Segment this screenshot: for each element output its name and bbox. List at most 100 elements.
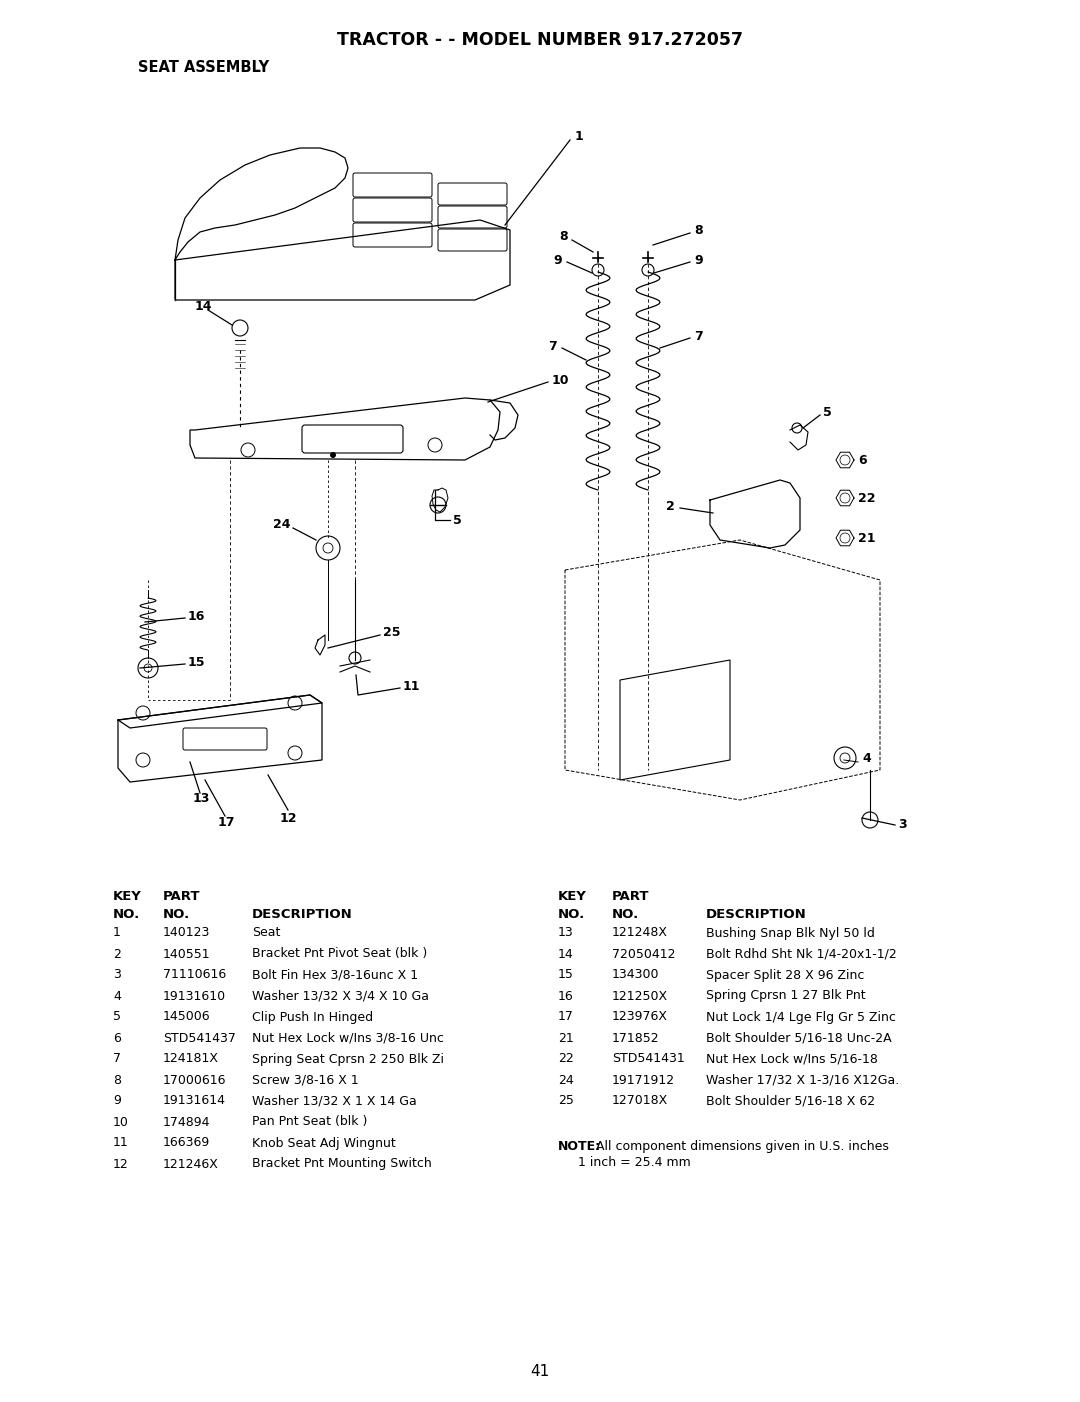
Text: All component dimensions given in U.S. inches: All component dimensions given in U.S. i…: [596, 1140, 889, 1152]
Text: NO.: NO.: [163, 908, 190, 921]
Text: 2: 2: [113, 948, 121, 960]
Text: 22: 22: [858, 492, 876, 505]
Text: 11: 11: [113, 1137, 129, 1150]
Text: Nut Hex Lock w/Ins 5/16-18: Nut Hex Lock w/Ins 5/16-18: [706, 1053, 878, 1066]
Text: STD541431: STD541431: [612, 1053, 685, 1066]
Text: NO.: NO.: [612, 908, 639, 921]
Text: 1: 1: [575, 130, 584, 143]
Text: 9: 9: [694, 254, 703, 266]
Text: 72050412: 72050412: [612, 948, 675, 960]
Text: 2: 2: [666, 499, 675, 513]
Text: 24: 24: [272, 519, 291, 531]
Text: Knob Seat Adj Wingnut: Knob Seat Adj Wingnut: [252, 1137, 395, 1150]
Text: 17000616: 17000616: [163, 1074, 227, 1087]
Text: 134300: 134300: [612, 969, 660, 981]
Text: 7: 7: [694, 329, 703, 342]
Text: 13: 13: [193, 792, 211, 805]
Text: Bolt Shoulder 5/16-18 X 62: Bolt Shoulder 5/16-18 X 62: [706, 1095, 875, 1108]
Text: 25: 25: [383, 627, 401, 639]
Text: 5: 5: [113, 1011, 121, 1023]
Text: 14: 14: [195, 300, 213, 314]
Text: 19131614: 19131614: [163, 1095, 226, 1108]
Text: Nut Hex Lock w/Ins 3/8-16 Unc: Nut Hex Lock w/Ins 3/8-16 Unc: [252, 1032, 444, 1044]
Text: 16: 16: [188, 610, 205, 622]
Text: 5: 5: [453, 513, 462, 527]
Text: 4: 4: [113, 990, 121, 1002]
Text: Bracket Pnt Mounting Switch: Bracket Pnt Mounting Switch: [252, 1158, 432, 1171]
Text: 121250X: 121250X: [612, 990, 669, 1002]
Text: Nut Lock 1/4 Lge Flg Gr 5 Zinc: Nut Lock 1/4 Lge Flg Gr 5 Zinc: [706, 1011, 896, 1023]
Text: 6: 6: [858, 453, 866, 467]
Text: 8: 8: [694, 224, 703, 237]
Text: 124181X: 124181X: [163, 1053, 219, 1066]
Text: PART: PART: [163, 890, 201, 903]
Text: Pan Pnt Seat (blk ): Pan Pnt Seat (blk ): [252, 1116, 367, 1129]
Text: 12: 12: [280, 812, 297, 824]
Text: 3: 3: [113, 969, 121, 981]
Text: Washer 13/32 X 3/4 X 10 Ga: Washer 13/32 X 3/4 X 10 Ga: [252, 990, 429, 1002]
Text: NOTE:: NOTE:: [558, 1140, 602, 1152]
Text: 166369: 166369: [163, 1137, 211, 1150]
Text: Bolt Rdhd Sht Nk 1/4-20x1-1/2: Bolt Rdhd Sht Nk 1/4-20x1-1/2: [706, 948, 896, 960]
Text: 21: 21: [858, 531, 876, 544]
Text: 15: 15: [188, 656, 205, 669]
Text: Spring Seat Cprsn 2 250 Blk Zi: Spring Seat Cprsn 2 250 Blk Zi: [252, 1053, 444, 1066]
Text: 11: 11: [403, 680, 420, 693]
Text: 21: 21: [558, 1032, 573, 1044]
Text: Washer 13/32 X 1 X 14 Ga: Washer 13/32 X 1 X 14 Ga: [252, 1095, 417, 1108]
Text: 19131610: 19131610: [163, 990, 226, 1002]
Text: TRACTOR - - MODEL NUMBER 917.272057: TRACTOR - - MODEL NUMBER 917.272057: [337, 31, 743, 49]
Text: 8: 8: [113, 1074, 121, 1087]
Text: 15: 15: [558, 969, 573, 981]
Text: 127018X: 127018X: [612, 1095, 669, 1108]
Text: 41: 41: [530, 1364, 550, 1380]
Text: 10: 10: [113, 1116, 129, 1129]
Text: Screw 3/8-16 X 1: Screw 3/8-16 X 1: [252, 1074, 359, 1087]
Text: 1: 1: [113, 927, 121, 939]
Text: 7: 7: [549, 339, 557, 352]
Text: PART: PART: [612, 890, 649, 903]
Text: Bolt Fin Hex 3/8-16unc X 1: Bolt Fin Hex 3/8-16unc X 1: [252, 969, 418, 981]
Text: Spring Cprsn 1 27 Blk Pnt: Spring Cprsn 1 27 Blk Pnt: [706, 990, 866, 1002]
Text: Washer 17/32 X 1-3/16 X12Ga.: Washer 17/32 X 1-3/16 X12Ga.: [706, 1074, 900, 1087]
Text: 17: 17: [558, 1011, 573, 1023]
Text: 12: 12: [113, 1158, 129, 1171]
Text: Spacer Split 28 X 96 Zinc: Spacer Split 28 X 96 Zinc: [706, 969, 864, 981]
Text: 22: 22: [558, 1053, 573, 1066]
Text: 16: 16: [558, 990, 573, 1002]
Text: 13: 13: [558, 927, 573, 939]
Text: 24: 24: [558, 1074, 573, 1087]
Text: 10: 10: [552, 373, 569, 387]
Text: 19171912: 19171912: [612, 1074, 675, 1087]
Text: 7: 7: [113, 1053, 121, 1066]
Text: DESCRIPTION: DESCRIPTION: [252, 908, 353, 921]
Text: Bolt Shoulder 5/16-18 Unc-2A: Bolt Shoulder 5/16-18 Unc-2A: [706, 1032, 892, 1044]
Text: 25: 25: [558, 1095, 573, 1108]
Text: Seat: Seat: [252, 927, 281, 939]
Text: 174894: 174894: [163, 1116, 211, 1129]
Text: KEY: KEY: [558, 890, 586, 903]
Text: 8: 8: [559, 230, 568, 244]
Text: 140123: 140123: [163, 927, 211, 939]
Text: Bracket Pnt Pivot Seat (blk ): Bracket Pnt Pivot Seat (blk ): [252, 948, 428, 960]
Text: SEAT ASSEMBLY: SEAT ASSEMBLY: [138, 59, 269, 74]
Text: 1 inch = 25.4 mm: 1 inch = 25.4 mm: [578, 1157, 691, 1169]
Text: 145006: 145006: [163, 1011, 211, 1023]
Text: 140551: 140551: [163, 948, 211, 960]
Text: 14: 14: [558, 948, 573, 960]
Text: 9: 9: [113, 1095, 121, 1108]
Text: 3: 3: [897, 819, 906, 831]
Text: Clip Push In Hinged: Clip Push In Hinged: [252, 1011, 373, 1023]
Text: Bushing Snap Blk Nyl 50 ld: Bushing Snap Blk Nyl 50 ld: [706, 927, 875, 939]
Text: 9: 9: [553, 254, 562, 266]
Text: 121248X: 121248X: [612, 927, 669, 939]
Text: 17: 17: [218, 816, 235, 829]
Text: 121246X: 121246X: [163, 1158, 219, 1171]
Text: 6: 6: [113, 1032, 121, 1044]
Text: 71110616: 71110616: [163, 969, 226, 981]
Text: 171852: 171852: [612, 1032, 660, 1044]
Text: 4: 4: [862, 751, 870, 764]
Text: STD541437: STD541437: [163, 1032, 235, 1044]
Text: NO.: NO.: [558, 908, 585, 921]
Circle shape: [330, 451, 336, 458]
